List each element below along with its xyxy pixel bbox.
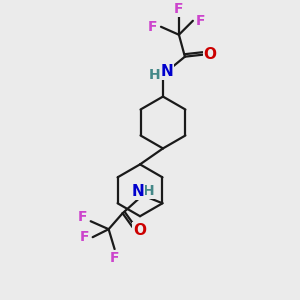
Text: H: H: [149, 68, 161, 82]
Text: F: F: [80, 230, 89, 244]
Text: F: F: [78, 210, 88, 224]
Text: F: F: [110, 251, 119, 265]
Text: F: F: [196, 14, 206, 28]
Text: N: N: [131, 184, 144, 199]
Text: F: F: [174, 2, 184, 16]
Text: N: N: [160, 64, 173, 79]
Text: O: O: [133, 223, 146, 238]
Text: O: O: [203, 47, 216, 62]
Text: F: F: [148, 20, 158, 34]
Text: H: H: [143, 184, 154, 198]
